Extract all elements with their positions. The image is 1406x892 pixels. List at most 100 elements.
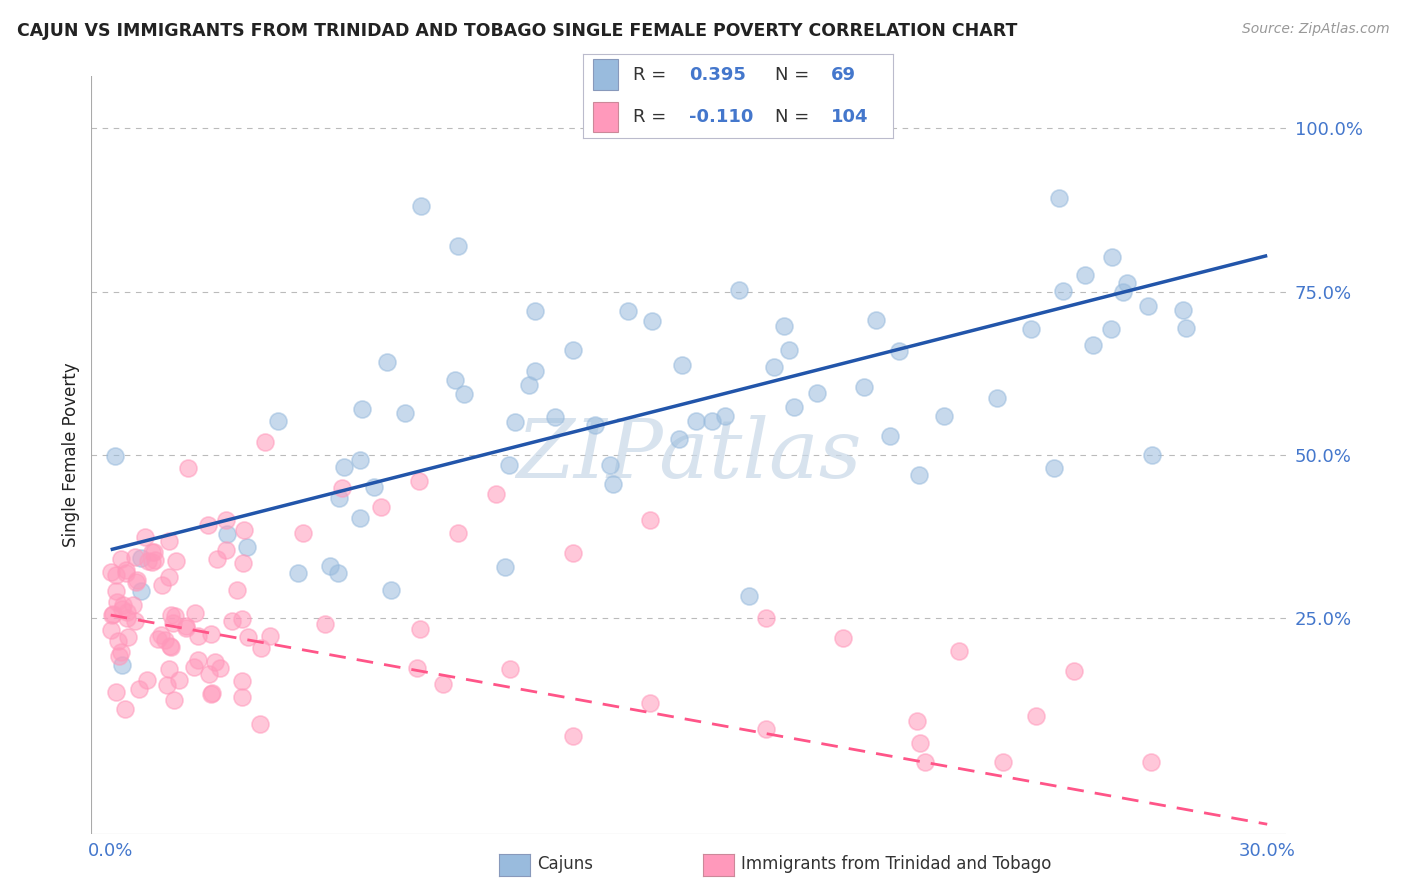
Text: 69: 69 <box>831 66 856 84</box>
Point <box>375 355 398 369</box>
Point <box>1063 664 1085 678</box>
Point <box>187 629 209 643</box>
Point <box>523 364 546 378</box>
Point <box>225 582 247 597</box>
Point <box>101 607 124 622</box>
FancyBboxPatch shape <box>593 102 617 132</box>
Point <box>127 573 149 587</box>
Point <box>200 687 222 701</box>
Point <box>485 487 508 501</box>
Point <box>149 628 172 642</box>
Point <box>136 673 159 688</box>
Point <box>159 639 181 653</box>
Point <box>352 402 374 417</box>
Point <box>183 660 205 674</box>
Point <box>141 545 163 559</box>
Point <box>157 570 180 584</box>
Point <box>773 318 796 333</box>
Point <box>114 702 136 716</box>
Point <box>991 755 1014 769</box>
Point <box>177 461 200 475</box>
Point <box>157 534 180 549</box>
Text: N =: N = <box>775 108 810 126</box>
Text: -0.110: -0.110 <box>689 108 754 126</box>
Point <box>159 608 181 623</box>
Point <box>363 481 385 495</box>
Point <box>207 551 229 566</box>
Point <box>201 686 224 700</box>
Point <box>141 555 163 569</box>
Text: Cajuns: Cajuns <box>537 855 593 873</box>
Point <box>738 589 761 603</box>
Point <box>221 614 243 628</box>
Point <box>111 599 134 613</box>
Point <box>446 526 468 541</box>
Point <box>908 468 931 483</box>
Point <box>832 631 855 645</box>
Point <box>124 614 146 628</box>
Point <box>755 723 778 737</box>
Point <box>100 565 122 579</box>
Point <box>231 674 253 689</box>
Point <box>641 314 664 328</box>
Point <box>266 414 288 428</box>
Point <box>778 343 800 357</box>
Point <box>1140 448 1163 462</box>
Point <box>160 640 183 655</box>
Point <box>105 594 128 608</box>
Point <box>287 566 309 580</box>
Point <box>446 239 468 253</box>
Point <box>1073 268 1095 283</box>
Point <box>100 623 122 637</box>
Point <box>124 574 146 589</box>
Point <box>163 693 186 707</box>
Point <box>111 602 134 616</box>
Point <box>380 582 402 597</box>
Point <box>129 551 152 566</box>
Point <box>685 414 707 428</box>
Point <box>249 717 271 731</box>
Text: R =: R = <box>633 108 672 126</box>
Point <box>411 199 433 213</box>
Point <box>349 510 371 524</box>
Point <box>1099 322 1122 336</box>
Point <box>174 621 197 635</box>
Text: Immigrants from Trinidad and Tobago: Immigrants from Trinidad and Tobago <box>741 855 1052 873</box>
Text: Source: ZipAtlas.com: Source: ZipAtlas.com <box>1241 22 1389 37</box>
Point <box>783 400 806 414</box>
Point <box>879 428 901 442</box>
Point <box>146 632 169 646</box>
Point <box>110 552 132 566</box>
Point <box>702 414 724 428</box>
Text: 0.395: 0.395 <box>689 66 745 84</box>
Point <box>167 673 190 687</box>
Point <box>453 387 475 401</box>
Point <box>128 681 150 696</box>
Point <box>153 633 176 648</box>
Point <box>215 527 238 541</box>
Text: R =: R = <box>633 66 672 84</box>
Point <box>111 658 134 673</box>
Point <box>105 583 128 598</box>
Point <box>150 577 173 591</box>
Point <box>136 554 159 568</box>
Point <box>640 513 662 527</box>
Point <box>1136 299 1159 313</box>
Point <box>174 619 197 633</box>
Point <box>115 611 138 625</box>
Point <box>349 453 371 467</box>
Point <box>713 409 735 424</box>
Point <box>200 627 222 641</box>
Point <box>165 609 187 624</box>
FancyBboxPatch shape <box>593 60 617 90</box>
Point <box>110 645 132 659</box>
Point <box>330 481 353 495</box>
Point <box>100 607 122 622</box>
Point <box>370 500 392 515</box>
Point <box>1175 321 1198 335</box>
Point <box>134 530 156 544</box>
Point <box>986 391 1008 405</box>
Point <box>209 661 232 675</box>
Point <box>165 554 187 568</box>
Point <box>806 386 828 401</box>
